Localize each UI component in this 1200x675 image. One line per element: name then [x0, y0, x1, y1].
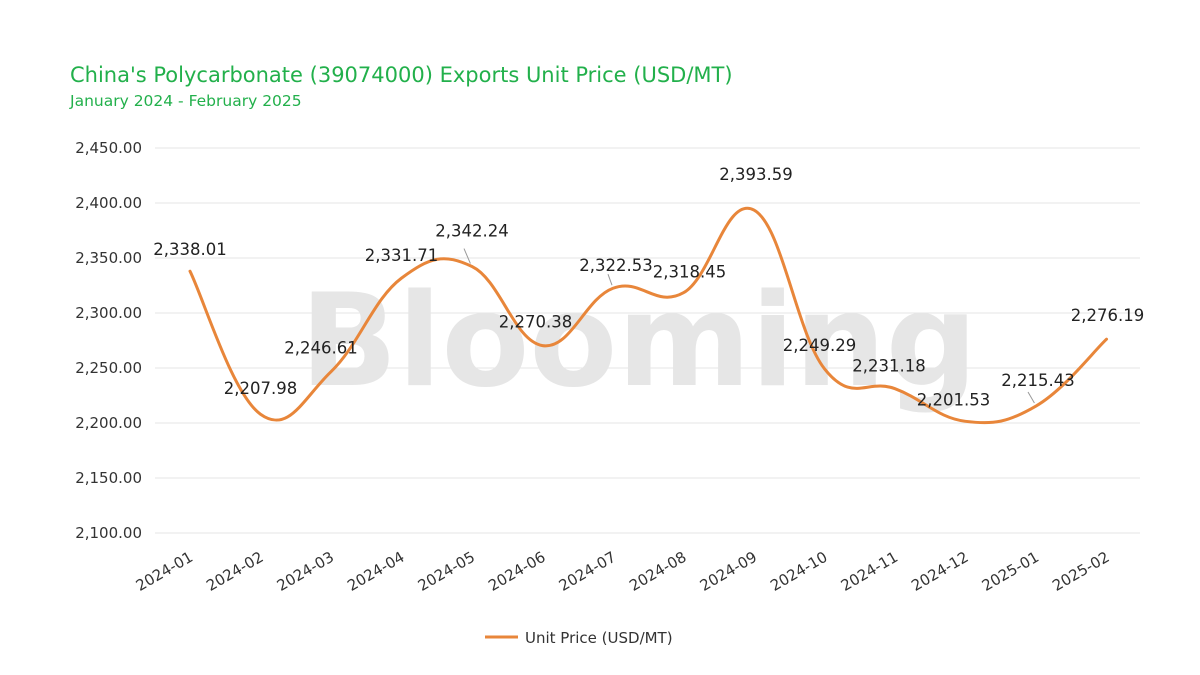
label-leader-line — [1027, 391, 1035, 404]
x-tick-label: 2024-05 — [415, 548, 478, 595]
y-tick-label: 2,100.00 — [75, 524, 142, 542]
y-tick-label: 2,150.00 — [75, 469, 142, 487]
data-label: 2,276.19 — [1071, 306, 1144, 325]
data-label: 2,249.29 — [783, 336, 856, 355]
x-tick-label: 2024-09 — [697, 548, 760, 595]
x-tick-label: 2024-11 — [838, 548, 901, 595]
data-label: 2,231.18 — [852, 357, 925, 376]
y-tick-label: 2,450.00 — [75, 139, 142, 157]
x-tick-label: 2025-01 — [979, 548, 1042, 595]
chart-title: China's Polycarbonate (39074000) Exports… — [70, 63, 733, 87]
data-label: 2,207.98 — [224, 379, 297, 398]
data-label: 2,331.71 — [365, 246, 438, 265]
x-tick-label: 2024-10 — [767, 548, 830, 595]
label-leader-line — [607, 274, 613, 286]
y-tick-label: 2,400.00 — [75, 194, 142, 212]
x-tick-label: 2024-08 — [626, 548, 689, 595]
x-tick-label: 2025-02 — [1049, 548, 1112, 595]
y-tick-label: 2,300.00 — [75, 304, 142, 322]
data-label: 2,338.01 — [153, 240, 226, 259]
x-tick-label: 2024-04 — [344, 548, 407, 595]
data-label: 2,215.43 — [1001, 371, 1074, 390]
label-leader-line — [463, 248, 471, 264]
y-tick-label: 2,350.00 — [75, 249, 142, 267]
y-tick-label: 2,250.00 — [75, 359, 142, 377]
x-tick-label: 2024-06 — [485, 548, 548, 595]
watermark: Blooming — [300, 267, 977, 416]
data-label: 2,342.24 — [435, 222, 508, 241]
data-label: 2,393.59 — [719, 165, 792, 184]
chart-subtitle: January 2024 - February 2025 — [70, 92, 302, 110]
x-tick-label: 2024-12 — [908, 548, 971, 595]
data-label: 2,201.53 — [917, 390, 990, 409]
data-label: 2,322.53 — [579, 256, 652, 275]
data-label: 2,246.61 — [284, 339, 357, 358]
x-tick-label: 2024-01 — [133, 548, 196, 595]
legend-label: Unit Price (USD/MT) — [525, 629, 673, 647]
x-tick-label: 2024-03 — [274, 548, 337, 595]
x-tick-label: 2024-07 — [556, 548, 619, 595]
data-label: 2,270.38 — [499, 313, 572, 332]
y-tick-label: 2,200.00 — [75, 414, 142, 432]
x-tick-label: 2024-02 — [203, 548, 266, 595]
series-line — [188, 206, 1108, 425]
data-label: 2,318.45 — [653, 263, 726, 282]
